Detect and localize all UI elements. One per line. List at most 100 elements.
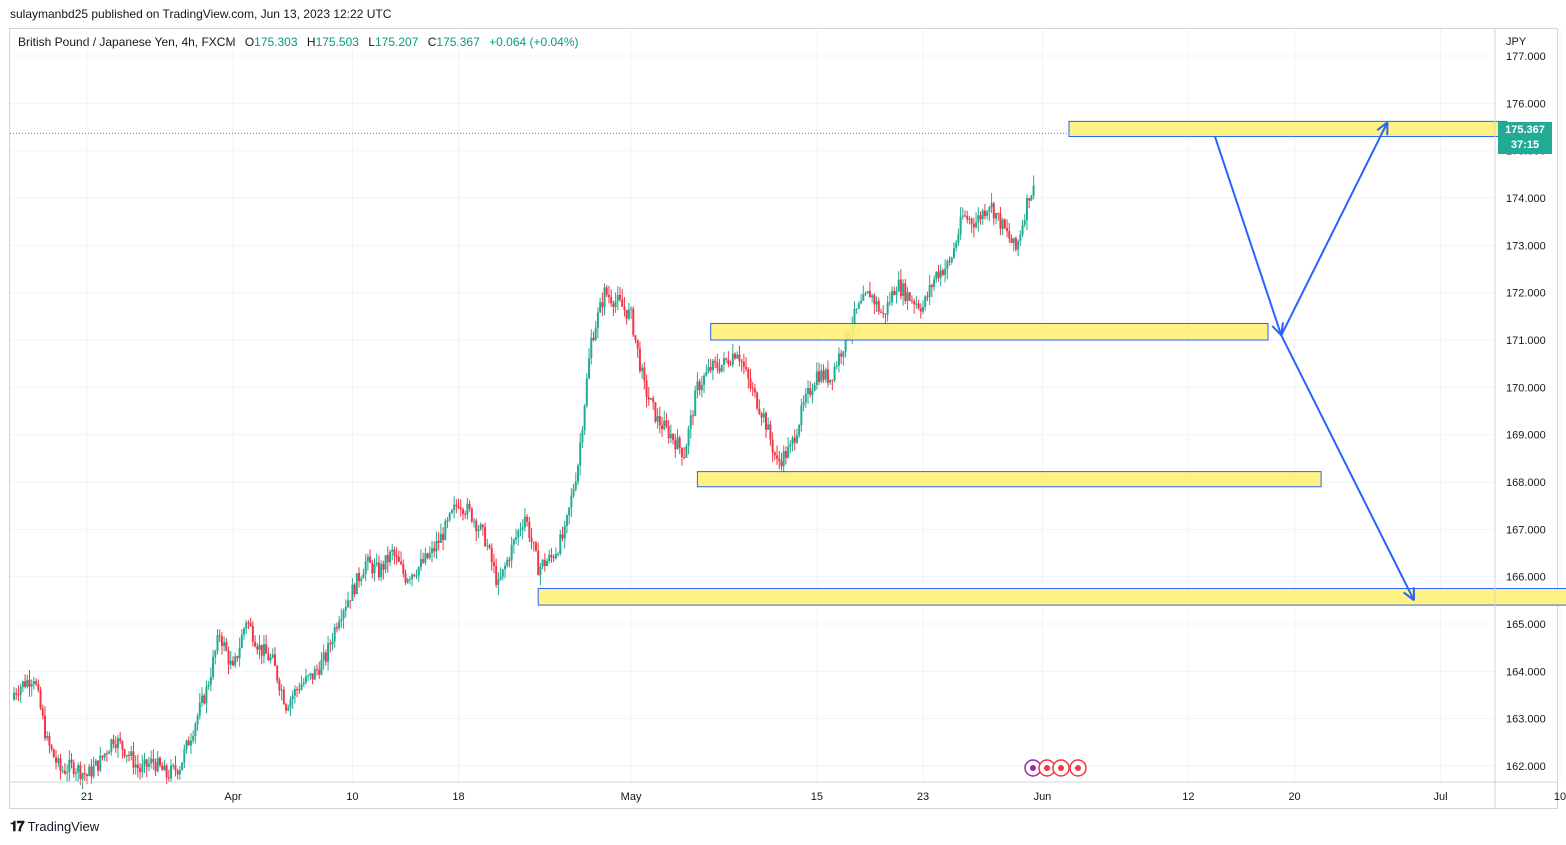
candle: [550, 554, 553, 558]
candle: [170, 765, 173, 779]
time-tick-label: Apr: [224, 791, 241, 803]
candle: [185, 740, 188, 750]
candle: [714, 360, 717, 363]
candle: [882, 312, 885, 314]
candle: [652, 398, 655, 403]
candle: [605, 287, 608, 295]
price-tick-label: 164.000: [1506, 666, 1546, 678]
candle: [1008, 231, 1011, 239]
candle: [855, 308, 858, 310]
candle: [517, 530, 520, 538]
candle: [426, 553, 429, 559]
candle: [999, 213, 1002, 229]
candle: [457, 506, 460, 508]
candle: [749, 378, 752, 388]
projection-arrow[interactable]: [1280, 121, 1389, 336]
candle: [406, 579, 409, 583]
candle: [888, 302, 891, 304]
bar-countdown: 37:15: [1510, 139, 1540, 151]
candle: [647, 396, 650, 400]
candle: [572, 489, 575, 496]
candle: [439, 533, 442, 543]
candle: [758, 408, 761, 414]
candle: [30, 683, 33, 687]
candle: [249, 622, 252, 627]
candle: [243, 628, 246, 635]
candle: [747, 369, 750, 379]
price-zone[interactable]: [696, 471, 1322, 488]
price-zone[interactable]: [710, 322, 1269, 341]
price-tick-label: 166.000: [1506, 572, 1546, 584]
price-zone[interactable]: [537, 588, 1566, 606]
candle: [519, 529, 522, 531]
publish-header: sulaymanbd25 published on TradingView.co…: [10, 7, 392, 21]
candle: [231, 660, 234, 666]
candle: [300, 684, 303, 690]
candle: [908, 292, 911, 301]
candle: [804, 393, 807, 403]
candle: [868, 291, 871, 298]
projection-arrow[interactable]: [1214, 136, 1283, 336]
candle: [17, 694, 20, 696]
candle: [811, 390, 814, 395]
candle: [251, 626, 254, 642]
arrow-head: [1271, 325, 1283, 336]
candle: [581, 430, 584, 443]
candle: [139, 768, 142, 773]
projection-arrow[interactable]: [1280, 334, 1415, 601]
candle: [603, 287, 606, 308]
candle: [216, 635, 219, 651]
candle: [607, 294, 610, 298]
candle: [871, 295, 874, 298]
candle: [99, 755, 102, 771]
candle: [665, 420, 668, 426]
candle: [479, 524, 482, 530]
price-tick-label: 177.000: [1506, 51, 1546, 63]
candle: [506, 559, 509, 566]
candle: [691, 415, 694, 417]
candle: [256, 646, 259, 650]
candle: [751, 387, 754, 389]
candle: [725, 358, 728, 360]
candle: [979, 215, 982, 220]
candle: [225, 642, 228, 651]
candle: [488, 545, 491, 548]
candle: [116, 738, 119, 749]
candle: [596, 312, 599, 329]
candle: [731, 353, 734, 365]
candle: [649, 398, 652, 400]
candle: [411, 574, 414, 580]
candle: [933, 279, 936, 288]
candle: [563, 525, 566, 539]
footer: 𝟏𝟕 TradingView: [10, 818, 99, 835]
candle: [638, 348, 641, 372]
candle: [585, 378, 588, 406]
time-tick-label: 21: [81, 791, 93, 803]
candle: [981, 210, 984, 220]
candle: [674, 440, 677, 450]
candle: [240, 634, 243, 648]
candle: [41, 708, 44, 716]
candle: [937, 271, 940, 278]
symbol-name[interactable]: British Pound / Japanese Yen, 4h, FXCM: [18, 35, 236, 49]
candle: [703, 375, 706, 385]
brand-name: TradingView: [27, 819, 100, 834]
candle: [375, 562, 378, 565]
candle: [338, 621, 341, 629]
candle: [672, 433, 675, 441]
price-zone[interactable]: [1068, 120, 1508, 138]
candle: [473, 520, 476, 522]
candle: [21, 681, 24, 688]
tradingview-logo-icon[interactable]: 𝟏𝟕: [10, 818, 25, 834]
candle: [285, 704, 288, 711]
candle: [464, 513, 467, 515]
candle: [793, 437, 796, 443]
candle: [52, 749, 55, 758]
candle: [616, 294, 619, 301]
candle: [377, 562, 380, 578]
price-tick-label: 172.000: [1506, 288, 1546, 300]
candle: [800, 405, 803, 426]
candle: [895, 291, 898, 296]
candle: [554, 553, 557, 559]
